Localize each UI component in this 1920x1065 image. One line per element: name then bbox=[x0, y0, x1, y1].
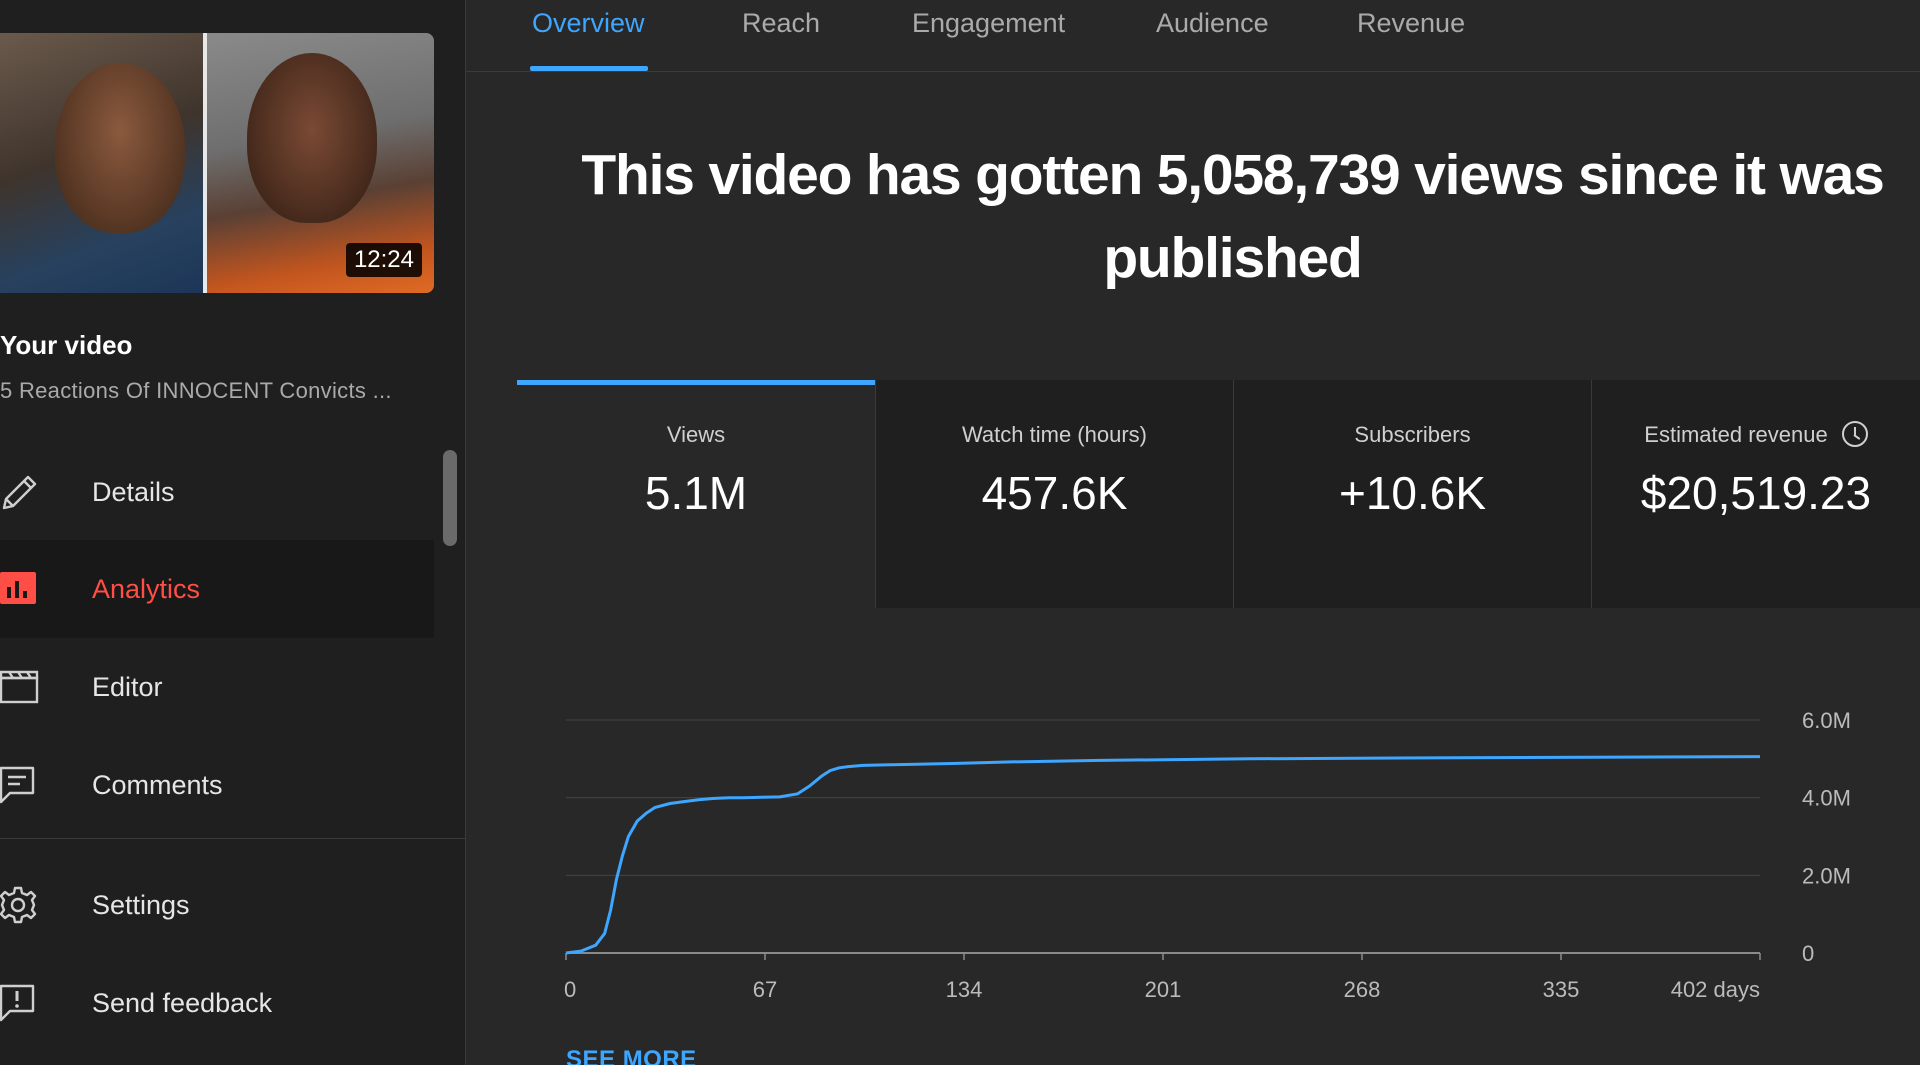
thumbnail-left-panel bbox=[0, 33, 203, 293]
sidebar-item-label: Comments bbox=[92, 769, 223, 800]
tab-overview[interactable]: Overview bbox=[532, 8, 645, 38]
metric-label-text: Estimated revenue bbox=[1644, 422, 1828, 447]
sidebar-item-details[interactable]: Details bbox=[0, 443, 434, 541]
sidebar-item-label: Analytics bbox=[92, 573, 201, 604]
chart-y-tick-label: 0 bbox=[1802, 941, 1814, 966]
sidebar-item-settings[interactable]: Settings bbox=[0, 856, 434, 954]
chart-x-tick-label: 134 bbox=[946, 977, 983, 1002]
video-thumbnail[interactable]: 12:24 bbox=[0, 33, 434, 293]
chart-y-tick-label: 6.0M bbox=[1802, 708, 1851, 733]
views-headline: This video has gotten 5,058,739 views si… bbox=[581, 143, 1884, 290]
chart-x-tick-label: 268 bbox=[1344, 977, 1381, 1002]
sidebar-item-editor[interactable]: Editor bbox=[0, 638, 434, 736]
video-title: 5 Reactions Of INNOCENT Convicts ... bbox=[0, 378, 392, 403]
pencil-icon bbox=[0, 472, 40, 512]
metric-value: 457.6K bbox=[981, 467, 1128, 519]
metric-label: Subscribers bbox=[1354, 422, 1471, 447]
sidebar-item-label: Send feedback bbox=[92, 987, 273, 1018]
sidebar-item-analytics[interactable]: Analytics bbox=[0, 540, 434, 638]
metric-value: $20,519.23 bbox=[1640, 467, 1872, 519]
your-video-heading: Your video bbox=[0, 330, 133, 360]
sidebar-item-label: Settings bbox=[92, 889, 190, 920]
comment-icon bbox=[0, 765, 40, 805]
metric-label: Estimated revenue bbox=[1592, 421, 1920, 449]
thumbnail-face-left bbox=[55, 63, 185, 233]
chart-x-tick-label: 0 bbox=[564, 977, 576, 1002]
chart-x-tick-label: 201 bbox=[1145, 977, 1182, 1002]
analytics-tabs: Overview Reach Engagement Audience Reven… bbox=[466, 0, 1920, 72]
metric-value: +10.6K bbox=[1338, 467, 1487, 519]
metric-label: Views bbox=[666, 422, 726, 447]
thumbnail-divider bbox=[203, 33, 207, 293]
metric-cards: Views 5.1M Watch time (hours) 457.6K Sub… bbox=[517, 380, 1920, 608]
active-tab-indicator bbox=[530, 66, 648, 71]
chart-x-tick-label: 67 bbox=[753, 977, 777, 1002]
metric-value: 5.1M bbox=[644, 467, 748, 519]
tab-engagement[interactable]: Engagement bbox=[912, 8, 1066, 38]
gear-icon bbox=[0, 885, 40, 925]
tab-reach[interactable]: Reach bbox=[742, 8, 821, 38]
sidebar-item-label: Details bbox=[92, 476, 175, 507]
chart-series-line-views bbox=[565, 755, 1761, 955]
metric-card-estimated-revenue[interactable]: Estimated revenue $20,519.23 bbox=[1591, 380, 1920, 608]
clapperboard-icon bbox=[0, 667, 40, 707]
clock-icon[interactable] bbox=[1841, 421, 1868, 448]
video-duration-badge: 12:24 bbox=[345, 243, 422, 277]
feedback-icon bbox=[0, 983, 40, 1023]
metric-label: Watch time (hours) bbox=[961, 422, 1147, 447]
analytics-icon bbox=[0, 569, 40, 609]
chart-x-tick-label: 402 days bbox=[1671, 977, 1760, 1002]
metric-card-watch-time[interactable]: Watch time (hours) 457.6K bbox=[875, 380, 1233, 608]
views-chart: 6.0M 4.0M 2.0M 0 0 67 134 201 268 335 402 days bbox=[520, 690, 1920, 1010]
see-more-link[interactable]: SEE MORE bbox=[566, 1046, 697, 1065]
views-chart-svg: 6.0M 4.0M 2.0M 0 0 67 134 201 268 335 402 days bbox=[564, 708, 1851, 1002]
sidebar-item-send-feedback[interactable]: Send feedback bbox=[0, 954, 434, 1052]
sidebar-divider bbox=[0, 838, 465, 839]
tab-revenue[interactable]: Revenue bbox=[1357, 8, 1466, 38]
sidebar: 12:24 Your video 5 Reactions Of INNOCENT… bbox=[0, 0, 466, 1065]
sidebar-item-label: Editor bbox=[92, 671, 163, 702]
metric-card-subscribers[interactable]: Subscribers +10.6K bbox=[1233, 380, 1591, 608]
sidebar-scrollbar[interactable] bbox=[443, 450, 457, 546]
chart-x-tick-label: 335 bbox=[1543, 977, 1580, 1002]
chart-y-tick-label: 4.0M bbox=[1802, 786, 1851, 811]
chart-y-tick-label: 2.0M bbox=[1802, 863, 1851, 888]
tab-audience[interactable]: Audience bbox=[1156, 8, 1269, 38]
sidebar-item-comments[interactable]: Comments bbox=[0, 736, 434, 834]
metric-card-views[interactable]: Views 5.1M bbox=[517, 380, 875, 608]
thumbnail-face-right bbox=[247, 53, 377, 223]
